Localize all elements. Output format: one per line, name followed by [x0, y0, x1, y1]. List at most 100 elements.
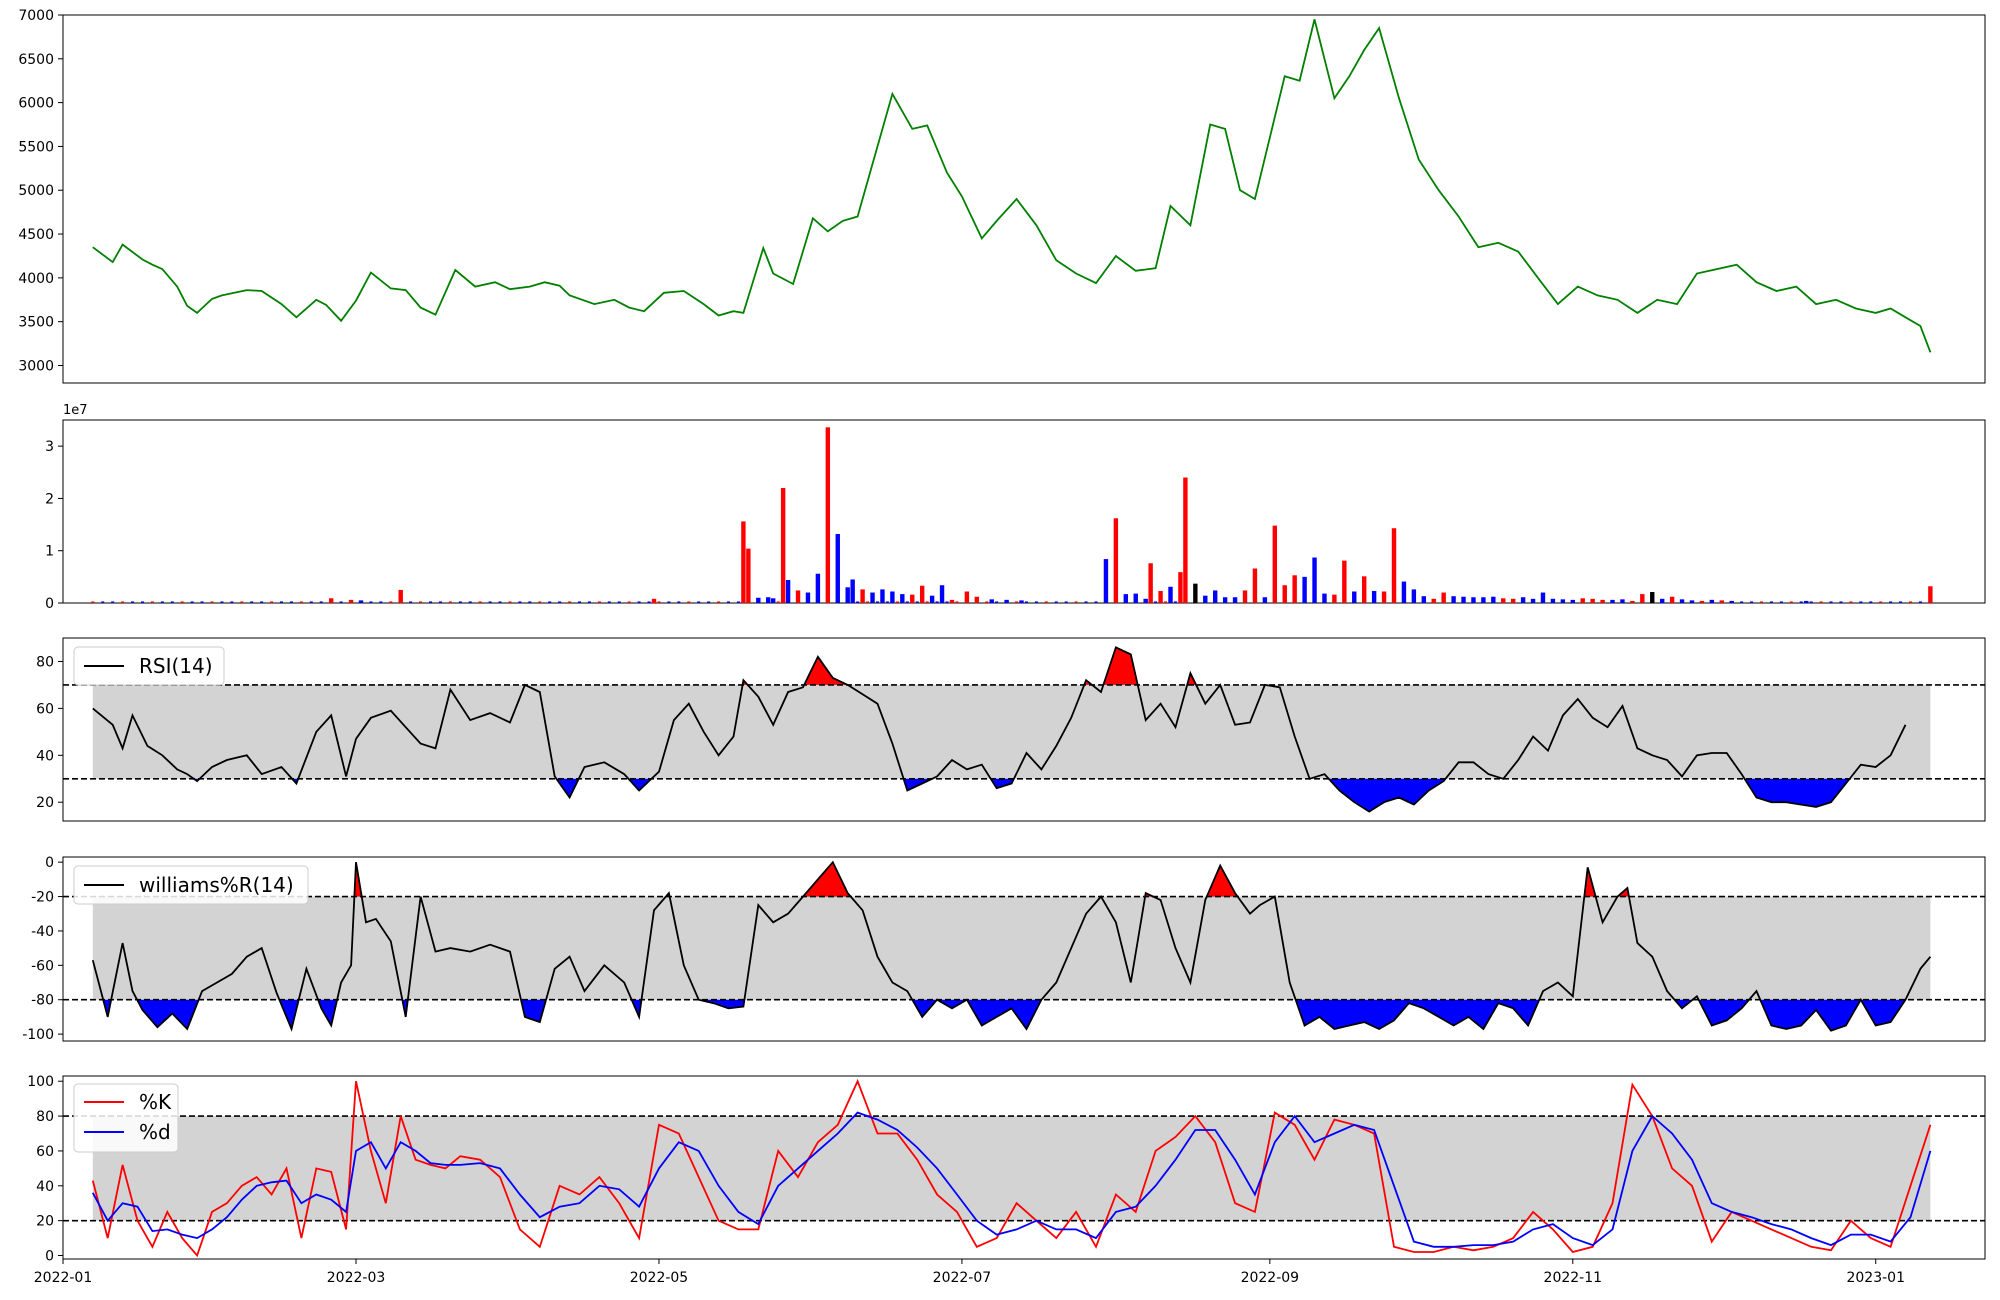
volume-bar: [1034, 601, 1038, 603]
volume-bar: [1441, 592, 1446, 603]
stochastic-band: [92, 1116, 1931, 1221]
williams-frame: [62, 856, 1986, 1042]
volume-bar: [780, 487, 786, 603]
volume-bar: [925, 601, 929, 603]
volume-bar: [1550, 598, 1556, 603]
x-tick-label: 2022-05: [630, 1270, 689, 1286]
volume-bar: [1282, 585, 1287, 603]
x-tick-label: 2023-01: [1846, 1270, 1905, 1286]
volume-bar: [850, 579, 855, 603]
volume-bar: [379, 601, 383, 603]
volume-bar: [1869, 601, 1873, 603]
rsi-oversold-fill: [1744, 778, 1850, 807]
volume-bar: [1262, 597, 1268, 603]
y-tick-label: -40: [31, 924, 54, 940]
rsi-oversold-fill: [1328, 778, 1446, 812]
volume-bar: [1461, 596, 1466, 603]
volume-bar: [1232, 597, 1238, 603]
volume-bar: [1391, 528, 1397, 603]
volume-bar: [240, 601, 244, 603]
y-tick-label: 3: [45, 439, 54, 455]
volume-bar: [1004, 599, 1009, 603]
volume-bar: [637, 601, 641, 603]
volume-bar: [1342, 560, 1347, 603]
volume-bar: [885, 601, 889, 603]
williams-oversold-fill: [1674, 999, 1693, 1009]
volume-bar: [548, 601, 552, 603]
volume-bar: [1510, 598, 1516, 603]
volume-bar: [795, 590, 801, 603]
volume-bar: [1709, 599, 1715, 603]
y-tick-label: -80: [31, 993, 54, 1009]
volume-bar: [1103, 559, 1109, 603]
volume-bar: [1019, 600, 1024, 603]
volume-bar: [250, 601, 254, 603]
y-tick-label: 60: [36, 701, 54, 717]
volume-bar: [667, 601, 671, 603]
volume-bar: [1928, 586, 1933, 603]
volume-bar: [1024, 601, 1028, 603]
volume-offset-label: 1e7: [63, 403, 88, 418]
volume-bar: [1769, 601, 1773, 603]
rsi-legend-box: [73, 646, 225, 686]
volume-bar: [785, 579, 791, 603]
volume-bar: [528, 601, 532, 603]
volume-bar: [1272, 525, 1278, 603]
y-tick-label: 2: [45, 491, 54, 507]
volume-bar: [1859, 601, 1863, 603]
volume-bar: [1064, 601, 1068, 603]
volume-bar: [1431, 598, 1436, 603]
volume-bar: [1699, 600, 1705, 603]
date-axis: 2022-01 2022-03 2022-05 2022-07 2022-09 2022-…: [34, 1259, 1905, 1286]
volume-bar: [458, 601, 462, 603]
volume-bar: [1540, 592, 1546, 603]
stochastic-panel: 0 20 40 60 80 100 %K %d: [27, 1074, 1986, 1265]
y-tick-label: 0: [45, 596, 54, 612]
volume-bar: [1148, 563, 1153, 603]
volume-bar: [657, 601, 661, 603]
volume-frame: [62, 419, 1986, 604]
volume-bar: [1332, 594, 1337, 603]
volume-bar: [1669, 596, 1675, 603]
volume-bar: [677, 601, 681, 603]
volume-bar: [1809, 601, 1813, 603]
volume-bar: [964, 591, 970, 603]
volume-bar: [1829, 601, 1833, 603]
volume-bar: [1729, 600, 1734, 603]
d-legend-label: %d: [139, 1120, 171, 1144]
volume-bar: [1164, 601, 1168, 603]
volume-bar: [160, 601, 164, 603]
rsi-oversold-fill: [990, 778, 1014, 789]
volume-bar: [111, 601, 115, 603]
x-tick-label: 2022-03: [327, 1270, 386, 1286]
volume-bar: [1659, 598, 1665, 603]
volume-bar: [697, 601, 701, 603]
volume-bar: [974, 596, 980, 603]
volume-bar: [825, 427, 831, 603]
volume-panel: 0 1 2 3 1e7: [45, 403, 1986, 612]
volume-bar: [1750, 601, 1754, 603]
volume-bar: [746, 548, 751, 603]
volume-bar: [766, 597, 771, 603]
x-tick-label: 2022-07: [933, 1270, 992, 1286]
volume-bar: [1849, 601, 1853, 603]
volume-bar: [1481, 597, 1486, 603]
volume-bar: [369, 601, 373, 603]
volume-bar: [1168, 586, 1173, 603]
y-tick-label: -20: [31, 890, 54, 906]
volume-bar: [1322, 593, 1327, 603]
volume-bar: [866, 601, 870, 603]
volume-bar: [419, 601, 423, 603]
y-tick-label: 40: [36, 748, 54, 764]
x-tick-label: 2022-11: [1544, 1270, 1603, 1286]
volume-bar: [1779, 601, 1783, 603]
volume-bar: [870, 592, 875, 603]
volume-bar: [1590, 598, 1595, 603]
volume-bar: [131, 601, 135, 603]
volume-bar: [1158, 590, 1163, 603]
volume-bar: [707, 601, 711, 603]
volume-bar: [101, 601, 105, 603]
volume-bar: [651, 598, 657, 603]
volume-bar: [319, 601, 323, 603]
